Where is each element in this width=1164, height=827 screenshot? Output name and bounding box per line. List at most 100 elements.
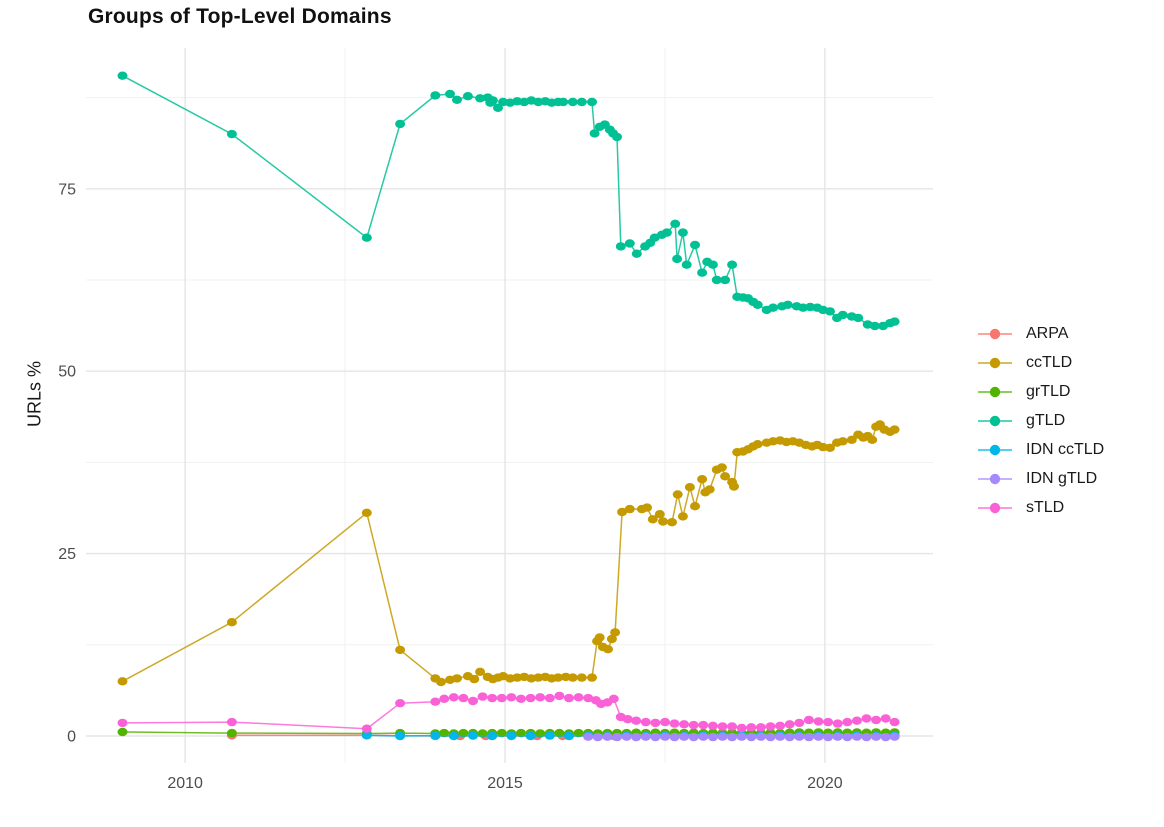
series-line-gtld [122,75,895,327]
data-point-cctld [837,437,848,446]
legend-item-idn-gtld: IDN gTLD [976,464,1104,493]
data-point-idn-gtld [765,732,776,742]
data-point-idn-cctld [395,731,406,741]
data-point-stld [439,694,450,703]
data-point-cctld [677,512,688,521]
data-point-cctld [617,507,628,517]
data-point-cctld [576,673,587,682]
data-point-stld [554,691,565,701]
data-point-cctld [654,510,665,519]
legend-label: sTLD [1026,498,1065,516]
legend: ARPA ccTLD grTLD gTLD IDN ccTLD IDN gTLD… [976,319,1104,522]
legend-item-cctld: ccTLD [976,348,1104,377]
data-point-cctld [469,674,480,684]
data-point-gtld [117,71,128,80]
data-point-cctld [716,463,727,472]
legend-key-icon [978,357,1012,368]
data-point-stld [794,718,805,728]
legend-item-arpa: ARPA [976,319,1104,348]
data-point-gtld [681,260,692,269]
data-point-cctld [867,435,878,444]
data-point-cctld [690,502,700,511]
data-point-gtld [462,92,473,101]
data-point-cctld [117,677,128,686]
legend-key-icon [978,328,1012,339]
data-point-cctld [452,674,462,683]
data-point-stld [775,721,786,730]
y-tick-label: 0 [67,729,76,746]
data-point-cctld [846,435,857,444]
data-point-idn-gtld [861,732,872,742]
chart-title: Groups of Top-Level Domains [88,5,392,28]
data-point-idn-cctld [361,731,372,740]
data-point-cctld [610,628,621,637]
data-point-stld [631,716,642,725]
x-tick-label: 2015 [487,775,523,792]
data-point-idn-cctld [487,731,498,741]
data-point-gtld [670,219,681,228]
data-point-cctld [642,503,652,512]
data-point-grtld [117,727,128,737]
data-point-cctld [729,482,739,491]
data-point-idn-gtld [775,732,786,741]
data-point-stld [516,694,526,703]
data-point-idn-gtld [746,732,757,742]
data-point-gtld [615,242,626,251]
data-point-stld [477,692,488,701]
data-point-gtld [430,91,441,100]
data-point-idn-gtld [707,732,718,742]
data-point-cctld [825,443,835,452]
data-point-gtld [677,228,688,237]
data-point-stld [871,715,882,725]
data-point-stld [765,722,776,731]
data-point-cctld [594,633,605,642]
data-point-idn-cctld [564,731,574,741]
data-point-idn-gtld [813,732,824,741]
legend-key-icon [978,386,1012,397]
data-point-idn-gtld [592,732,603,742]
data-point-cctld [684,483,695,492]
data-point-cctld [672,490,683,499]
data-point-stld [803,715,814,725]
data-point-stld [813,717,824,726]
data-point-gtld [837,310,848,320]
x-tick-label: 2010 [167,775,203,792]
data-point-gtld [672,254,683,264]
data-point-stld [650,718,661,728]
data-point-idn-gtld [736,732,747,741]
data-point-gtld [576,97,587,107]
data-point-stld [727,722,738,731]
data-point-gtld [589,129,600,138]
data-point-stld [851,716,862,725]
data-point-cctld [658,517,668,526]
data-point-stld [660,717,670,727]
data-point-cctld [697,475,708,484]
data-point-gtld [690,240,700,250]
legend-label: IDN gTLD [1026,469,1098,487]
data-point-gtld [567,97,578,107]
data-point-cctld [752,440,763,449]
legend-item-gtld: gTLD [976,406,1104,435]
data-point-gtld [768,303,779,312]
data-point-idn-gtld [880,732,891,742]
data-point-gtld [395,119,406,129]
data-point-idn-gtld [621,732,632,741]
data-point-gtld [587,97,597,107]
legend-key-icon [978,473,1012,484]
data-point-stld [535,693,546,702]
data-point-gtld [445,89,455,99]
data-point-idn-gtld [794,732,805,741]
data-point-cctld [603,645,613,654]
data-point-idn-gtld [698,732,709,741]
data-point-stld [640,717,651,727]
data-point-idn-cctld [525,731,536,741]
data-point-stld [573,693,584,702]
data-point-idn-gtld [803,732,814,742]
data-point-gtld [226,129,237,139]
data-point-stld [784,720,795,729]
data-point-stld [688,720,699,730]
data-point-stld [622,715,633,724]
legend-label: ARPA [1026,324,1069,342]
